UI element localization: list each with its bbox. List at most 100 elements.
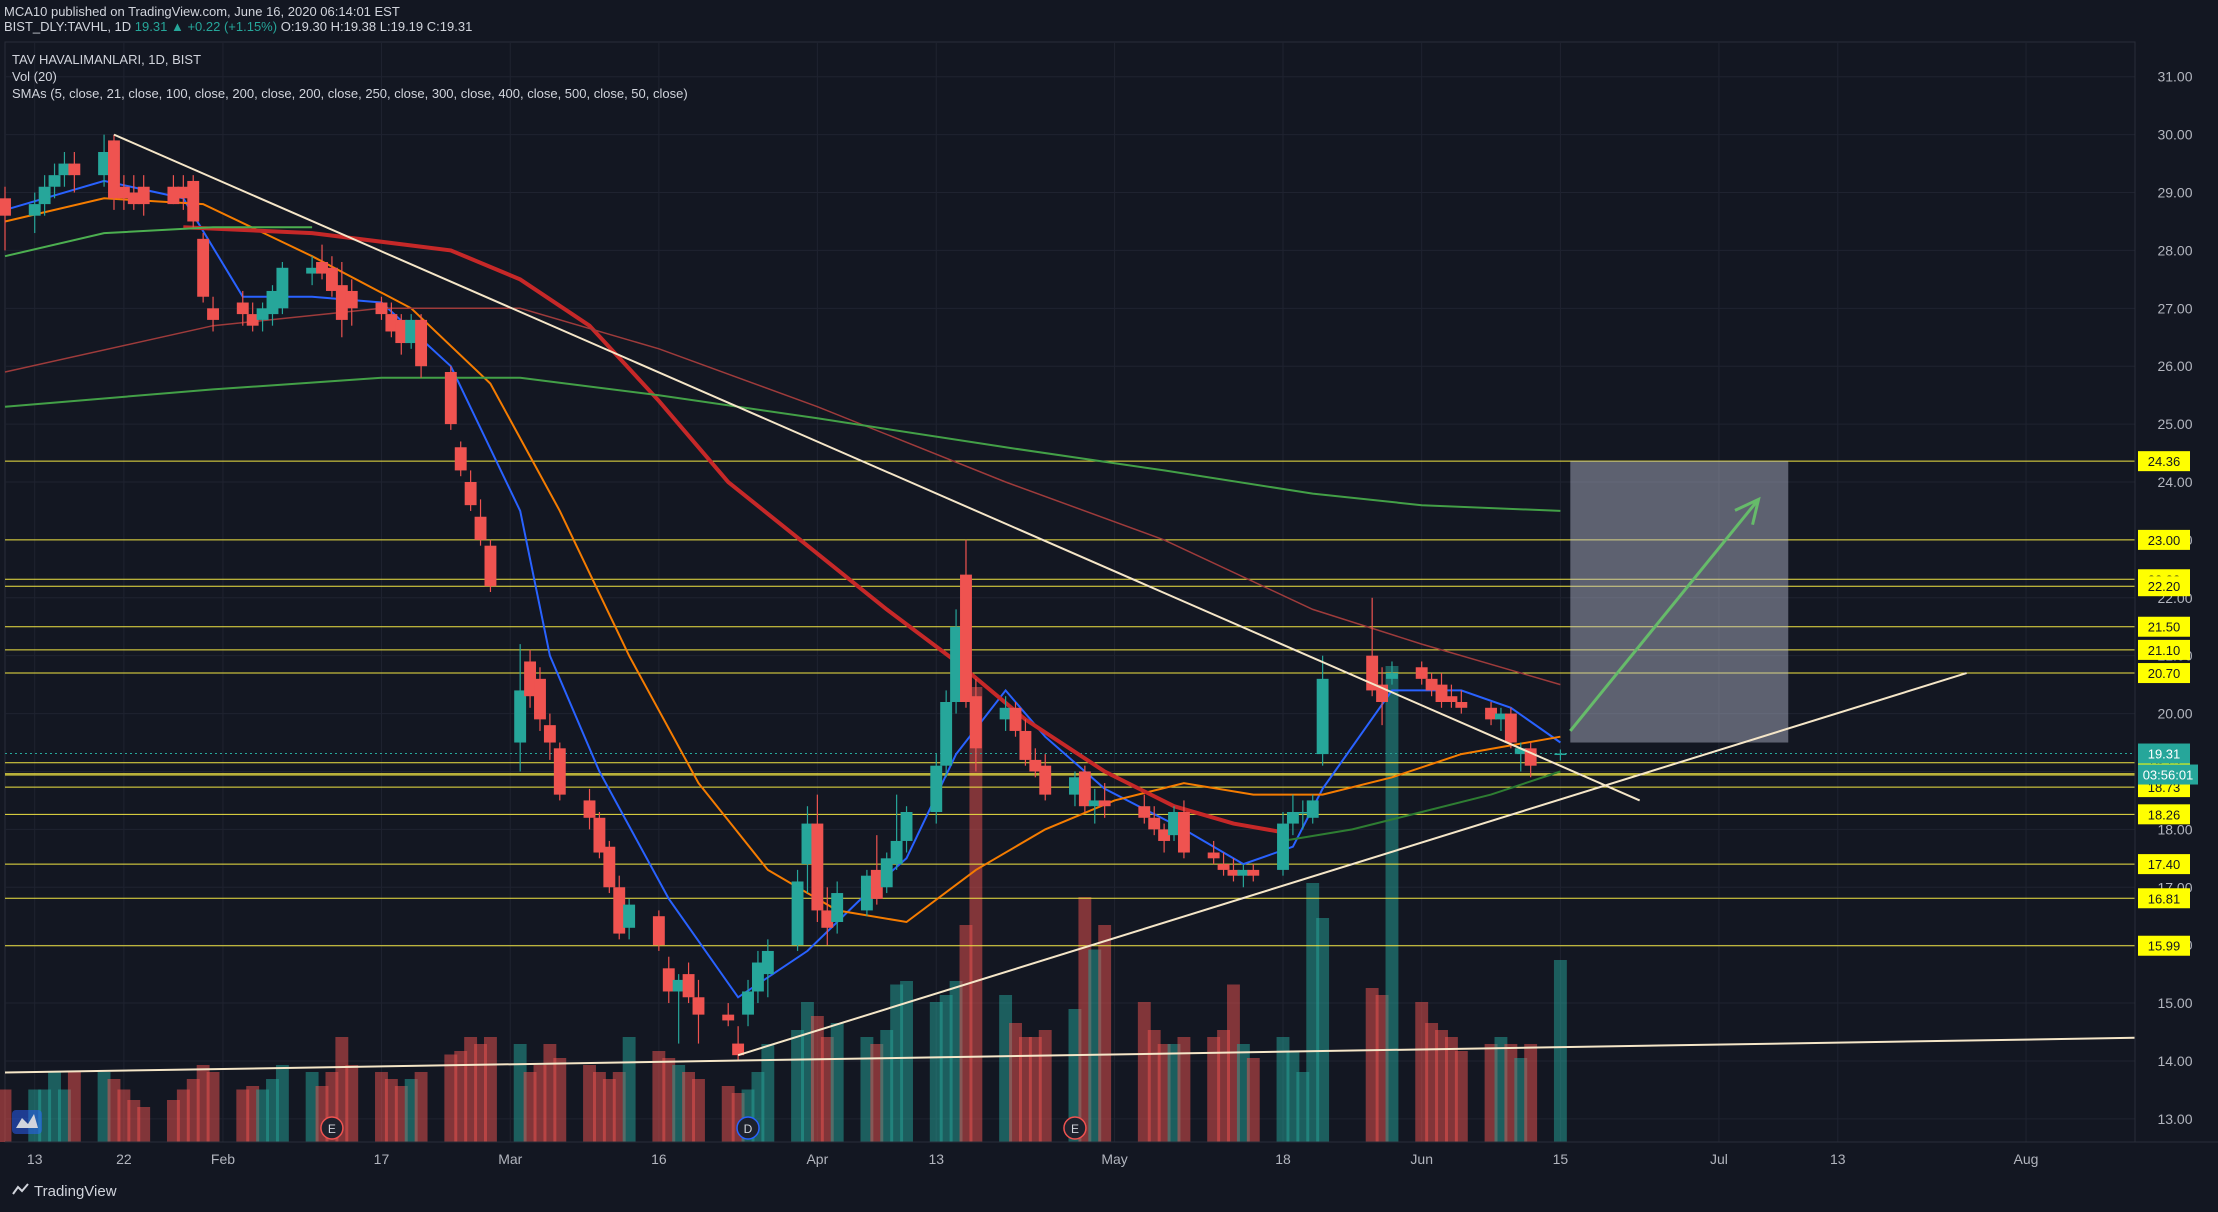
candle-body[interactable] [1207, 852, 1220, 859]
candle-body[interactable] [831, 893, 844, 922]
candle-body[interactable] [960, 574, 972, 702]
candle-body[interactable] [117, 186, 130, 199]
candle-body[interactable] [583, 800, 596, 818]
candle-body[interactable] [1069, 777, 1081, 795]
candle-body[interactable] [870, 869, 883, 899]
candle-body[interactable] [1366, 655, 1379, 691]
candle-body[interactable] [593, 817, 606, 853]
candle-body[interactable] [692, 997, 705, 1015]
candle-body[interactable] [1168, 812, 1180, 836]
candle-body[interactable] [534, 678, 546, 720]
candle-body[interactable] [464, 482, 477, 506]
candle-body[interactable] [1296, 812, 1309, 814]
candle-body[interactable] [613, 887, 626, 934]
candle-body[interactable] [1237, 869, 1250, 876]
candle-body[interactable] [306, 267, 319, 274]
candle-body[interactable] [1524, 748, 1537, 766]
candle-body[interactable] [524, 661, 537, 697]
candle-body[interactable] [1286, 812, 1299, 824]
candle-body[interactable] [197, 238, 210, 297]
candle-body[interactable] [187, 180, 200, 222]
candle-body[interactable] [58, 163, 71, 176]
candle-body[interactable] [325, 267, 338, 291]
candle-body[interactable] [1386, 673, 1398, 679]
candle-body[interactable] [266, 290, 279, 315]
candle-body[interactable] [682, 974, 695, 998]
candlesticks[interactable] [0, 134, 1567, 1061]
candle-body[interactable] [444, 372, 457, 425]
candle-body[interactable] [38, 186, 51, 205]
candle-body[interactable] [1009, 707, 1022, 731]
candle-body[interactable] [811, 823, 824, 911]
candle-body[interactable] [880, 858, 893, 888]
candle-body[interactable] [98, 152, 111, 176]
candle-body[interactable] [1177, 812, 1190, 853]
candle-body[interactable] [514, 690, 527, 743]
candle-body[interactable] [950, 626, 963, 702]
candle-body[interactable] [375, 302, 388, 315]
candle-body[interactable] [1425, 678, 1438, 691]
candle-body[interactable] [68, 163, 81, 176]
candle-body[interactable] [276, 267, 289, 309]
candle-body[interactable] [207, 308, 219, 320]
candle-body[interactable] [1217, 864, 1230, 870]
candle-body[interactable] [1495, 713, 1507, 720]
candle-body[interactable] [969, 696, 982, 749]
candle-body[interactable] [890, 840, 903, 865]
candle-body[interactable] [345, 290, 358, 309]
candle-body[interactable] [108, 140, 120, 199]
candle-body[interactable] [0, 198, 11, 216]
candle-body[interactable] [454, 447, 467, 471]
candle-body[interactable] [662, 968, 675, 992]
candle-body[interactable] [1227, 869, 1240, 876]
candle-body[interactable] [930, 765, 943, 812]
candle-body[interactable] [1445, 696, 1458, 702]
candle-body[interactable] [1088, 800, 1101, 807]
candle-body[interactable] [1435, 684, 1448, 702]
candle-body[interactable] [1039, 765, 1052, 795]
candle-body[interactable] [1554, 753, 1567, 756]
candle-body[interactable] [385, 314, 398, 332]
candle-body[interactable] [1078, 771, 1091, 807]
candle-body[interactable] [603, 846, 616, 888]
candle-body[interactable] [821, 910, 834, 928]
time-axis[interactable]: 13 22 Feb 17 Mar 16 Apr 13 May 18 Jun 15 Jul 13 Aug [27, 1151, 2039, 1167]
candle-body[interactable] [761, 950, 774, 975]
candle-body[interactable] [1504, 713, 1517, 743]
candle-body[interactable] [137, 186, 150, 205]
candle-body[interactable] [722, 1014, 735, 1021]
candle-body[interactable] [177, 186, 190, 199]
candle-body[interactable] [732, 1043, 745, 1056]
event-marker-E[interactable] [1063, 1116, 1087, 1140]
candle-body[interactable] [543, 725, 556, 743]
candle-body[interactable] [1158, 829, 1171, 841]
candle-body[interactable] [1148, 817, 1161, 830]
candle-body[interactable] [1098, 800, 1111, 807]
candle-body[interactable] [484, 545, 497, 587]
candle-body[interactable] [246, 314, 259, 326]
candle-body[interactable] [256, 308, 269, 320]
candle-body[interactable] [395, 319, 408, 344]
candle-body[interactable] [48, 175, 61, 187]
candle-body[interactable] [999, 707, 1012, 720]
candle-body[interactable] [1029, 759, 1042, 772]
candle-body[interactable] [1277, 823, 1289, 870]
candle-body[interactable] [1415, 667, 1428, 679]
candle-body[interactable] [1019, 730, 1032, 760]
candle-body[interactable] [127, 192, 140, 205]
candle-body[interactable] [751, 962, 764, 992]
candle-body[interactable] [791, 881, 804, 946]
candle-body[interactable] [236, 302, 249, 315]
candle-body[interactable] [474, 516, 487, 540]
candle-body[interactable] [860, 875, 873, 911]
candle-body[interactable] [1316, 678, 1329, 755]
candle-body[interactable] [1138, 806, 1151, 818]
candle-body[interactable] [405, 319, 418, 344]
candle-body[interactable] [672, 979, 685, 992]
candle-body[interactable] [415, 319, 428, 367]
candle-body[interactable] [742, 991, 754, 1015]
candle-body[interactable] [652, 916, 665, 946]
candle-body[interactable] [167, 186, 180, 205]
